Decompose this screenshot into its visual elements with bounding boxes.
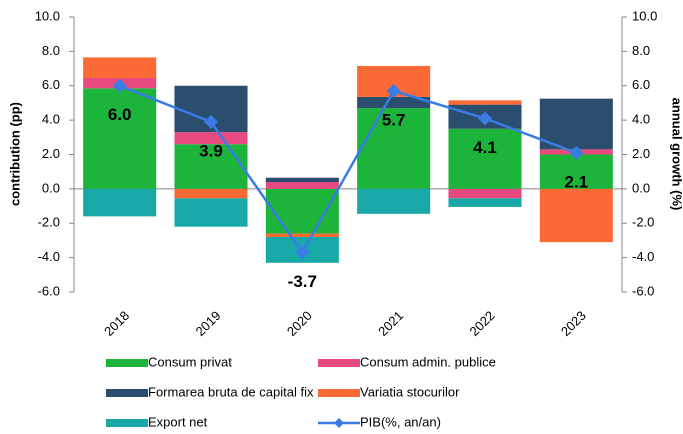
legend-swatch bbox=[334, 418, 344, 428]
data-label: 5.7 bbox=[382, 110, 406, 129]
x-tick-label: 2023 bbox=[558, 308, 589, 339]
y2-tick-label: 6.0 bbox=[632, 77, 650, 92]
bar-segment bbox=[448, 128, 522, 189]
y-tick-label: 2.0 bbox=[42, 146, 60, 161]
bar-segment bbox=[265, 177, 339, 182]
legend-swatch bbox=[106, 359, 148, 367]
y2-tick-label: 10.0 bbox=[632, 8, 657, 23]
bar-segment bbox=[357, 108, 431, 189]
legend-label: Export net bbox=[148, 414, 208, 429]
legend-label: Consum admin. publice bbox=[360, 354, 496, 369]
bar-segment bbox=[539, 98, 613, 150]
line-marker bbox=[386, 83, 401, 98]
y2-tick-label: 8.0 bbox=[632, 43, 650, 58]
x-tick-label: 2019 bbox=[192, 308, 223, 339]
y-tick-label: 0.0 bbox=[42, 180, 60, 195]
bar-segment bbox=[539, 188, 613, 243]
bar-segment bbox=[265, 233, 339, 237]
data-label: 2.1 bbox=[565, 172, 589, 191]
bar-segment bbox=[357, 188, 431, 214]
data-label: -3.7 bbox=[288, 272, 317, 291]
y-tick-label: 10.0 bbox=[35, 8, 60, 23]
y-tick-label: -6.0 bbox=[38, 283, 60, 298]
line-marker bbox=[204, 114, 218, 129]
data-label: 3.9 bbox=[199, 141, 223, 160]
line bbox=[119, 84, 577, 255]
y2-tick-label: -6.0 bbox=[632, 283, 654, 298]
y-tick-label: -2.0 bbox=[38, 215, 60, 230]
bar-segment bbox=[174, 132, 248, 145]
bar-segment bbox=[83, 88, 157, 189]
y-tick-label: 8.0 bbox=[42, 43, 60, 58]
line-marker bbox=[112, 78, 127, 93]
line-marker bbox=[569, 145, 584, 160]
x-tick-label: 2018 bbox=[101, 308, 132, 339]
data-label: 4.1 bbox=[473, 138, 497, 157]
bar-segment bbox=[83, 188, 157, 217]
legend-swatch bbox=[318, 359, 360, 367]
legend-label: PIB(%, an/an) bbox=[360, 414, 441, 429]
bar-segment bbox=[448, 188, 522, 199]
line-marker bbox=[478, 111, 492, 126]
y2-tick-label: 0.0 bbox=[632, 180, 650, 195]
bar-segment bbox=[174, 144, 248, 189]
bar-segment bbox=[265, 182, 339, 189]
line-marker bbox=[295, 245, 310, 260]
y-axis-label: contribution (pp) bbox=[7, 102, 22, 206]
bar-segment bbox=[539, 154, 613, 189]
x-tick-label: 2020 bbox=[284, 308, 315, 339]
bar-segment bbox=[448, 198, 522, 207]
y2-tick-label: 4.0 bbox=[632, 112, 650, 127]
legend-label: Variatia stocurilor bbox=[360, 384, 460, 399]
y-tick-label: 4.0 bbox=[42, 112, 60, 127]
bar-segment bbox=[448, 100, 522, 105]
legend-swatch bbox=[106, 389, 148, 397]
y2-tick-label: -2.0 bbox=[632, 215, 654, 230]
y-tick-label: -4.0 bbox=[38, 249, 60, 264]
bar-segment bbox=[265, 188, 339, 234]
bar-segment bbox=[357, 96, 431, 109]
legend-label: Consum privat bbox=[148, 354, 232, 369]
y2-tick-label: 2.0 bbox=[632, 146, 650, 161]
y-tick-label: 6.0 bbox=[42, 77, 60, 92]
x-tick-label: 2022 bbox=[466, 308, 497, 339]
bar-segment bbox=[174, 198, 248, 227]
data-label: 6.0 bbox=[108, 105, 132, 124]
legend-swatch bbox=[318, 389, 360, 397]
legend-label: Formarea bruta de capital fix bbox=[148, 384, 314, 399]
bar-segment bbox=[83, 57, 157, 79]
x-tick-label: 2021 bbox=[375, 308, 406, 339]
y2-axis-label: annual growth (%) bbox=[670, 98, 683, 211]
y2-tick-label: -4.0 bbox=[632, 249, 654, 264]
legend-swatch bbox=[106, 419, 148, 427]
bar-segment bbox=[174, 188, 248, 199]
